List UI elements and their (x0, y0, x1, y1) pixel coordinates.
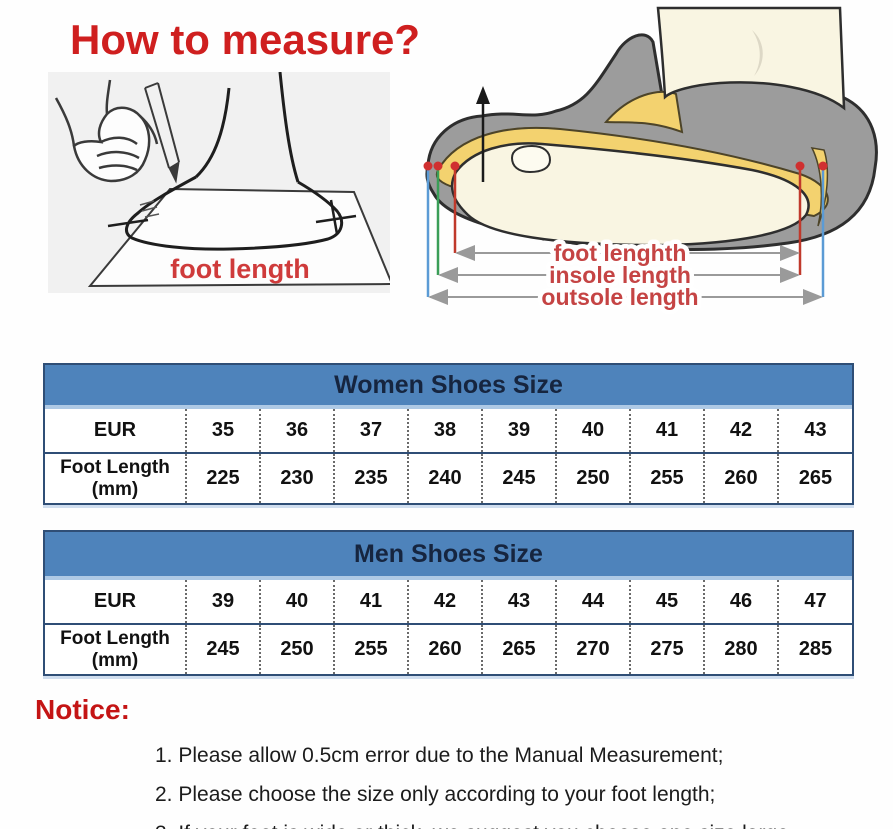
foot-tracing-drawing: foot length (54, 72, 390, 288)
women-footlength-row: Foot Length (mm) 225 230 235 240 245 250… (45, 453, 852, 503)
women-size-cell: 37 (333, 409, 408, 453)
big-toe (510, 144, 552, 174)
footlength-label-line1: Foot Length (60, 627, 170, 649)
men-length-cell: 255 (333, 624, 408, 674)
shoe-cross-section-diagram: foot lenghth insole length outsole lengt… (420, 0, 893, 318)
women-size-cell: 41 (629, 409, 704, 453)
dimension-lines (428, 245, 823, 305)
women-size-table: Women Shoes Size EUR 35 36 37 38 39 40 4… (43, 363, 854, 505)
footlength-label-line2: (mm) (91, 478, 139, 500)
men-length-cell: 270 (555, 624, 630, 674)
measure-verticals (426, 168, 825, 297)
measure-dots (423, 161, 828, 171)
women-eur-row: EUR 35 36 37 38 39 40 41 42 43 (45, 409, 852, 453)
women-eur-header: EUR (93, 419, 137, 441)
footlength-label-line1: Foot Length (60, 456, 170, 478)
men-length-cell: 260 (407, 624, 482, 674)
men-table-grid: EUR 39 40 41 42 43 44 45 46 47 Foot Leng… (45, 580, 852, 674)
men-length-cell: 265 (481, 624, 556, 674)
women-table-grid: EUR 35 36 37 38 39 40 41 42 43 Foot Leng… (45, 409, 852, 503)
footlength-label-line2: (mm) (91, 649, 139, 671)
men-size-cell: 47 (777, 580, 852, 624)
shoe-diagram-svg: foot lenghth insole length outsole lengt… (423, 6, 878, 315)
men-size-cell: 40 (259, 580, 334, 624)
men-length-cell: 275 (629, 624, 704, 674)
foot-length-diagram-label: foot lenghth (554, 240, 687, 266)
women-size-cell: 40 (555, 409, 630, 453)
toe-hatch-marks (139, 200, 160, 218)
men-eur-header: EUR (93, 590, 137, 612)
men-footlength-header: Foot Length (mm) (45, 624, 186, 674)
women-size-cell: 35 (185, 409, 260, 453)
paper-sheet (87, 187, 390, 288)
notice-list: 1. Please allow 0.5cm error due to the M… (155, 736, 789, 829)
men-size-cell: 46 (703, 580, 778, 624)
women-size-cell: 39 (481, 409, 556, 453)
men-footlength-row: Foot Length (mm) 245 250 255 260 265 270… (45, 624, 852, 674)
women-size-cell: 36 (259, 409, 334, 453)
men-size-cell: 42 (407, 580, 482, 624)
women-size-cell: 43 (777, 409, 852, 453)
men-size-cell: 41 (333, 580, 408, 624)
women-table-title-bar: Women Shoes Size (45, 365, 852, 409)
insole-length-diagram-label: insole length (549, 262, 691, 288)
women-size-cell: 42 (703, 409, 778, 453)
notice-item: 3. If your feet is wide or thick, we sug… (155, 814, 789, 829)
men-length-cell: 285 (777, 624, 852, 674)
men-size-cell: 45 (629, 580, 704, 624)
men-eur-row: EUR 39 40 41 42 43 44 45 46 47 (45, 580, 852, 624)
men-table-title: Men Shoes Size (354, 539, 543, 568)
page-title: How to measure? (70, 16, 421, 63)
women-length-cell: 230 (259, 453, 334, 503)
women-table-title: Women Shoes Size (334, 370, 563, 399)
women-length-cell: 255 (629, 453, 704, 503)
men-length-cell: 245 (185, 624, 260, 674)
women-length-cell: 265 (777, 453, 852, 503)
women-length-cell: 240 (407, 453, 482, 503)
leg-shape (656, 6, 846, 111)
notice-item: 2. Please choose the size only according… (155, 783, 716, 806)
insole-tongue (603, 90, 684, 134)
men-length-cell: 250 (259, 624, 334, 674)
women-length-cell: 225 (185, 453, 260, 503)
notice-heading: Notice: (35, 694, 130, 725)
men-length-cell: 280 (703, 624, 778, 674)
hand-with-pen (54, 79, 180, 184)
notice-item: 1. Please allow 0.5cm error due to the M… (155, 744, 724, 767)
women-length-cell: 260 (703, 453, 778, 503)
women-footlength-header: Foot Length (mm) (45, 453, 186, 503)
women-length-cell: 245 (481, 453, 556, 503)
men-size-cell: 43 (481, 580, 556, 624)
women-length-cell: 250 (555, 453, 630, 503)
women-length-cell: 235 (333, 453, 408, 503)
men-size-cell: 44 (555, 580, 630, 624)
foot-outline (107, 72, 357, 251)
outsole-length-diagram-label: outsole length (541, 284, 698, 310)
measure-foot-illustration: foot length (48, 72, 390, 293)
shin-highlight (752, 30, 763, 76)
men-table-title-bar: Men Shoes Size (45, 532, 852, 580)
toe-height-arrow (476, 86, 490, 182)
women-size-cell: 38 (407, 409, 482, 453)
foot-length-label: foot length (170, 254, 309, 284)
men-size-cell: 39 (185, 580, 260, 624)
men-size-table: Men Shoes Size EUR 39 40 41 42 43 44 45 … (43, 530, 854, 676)
